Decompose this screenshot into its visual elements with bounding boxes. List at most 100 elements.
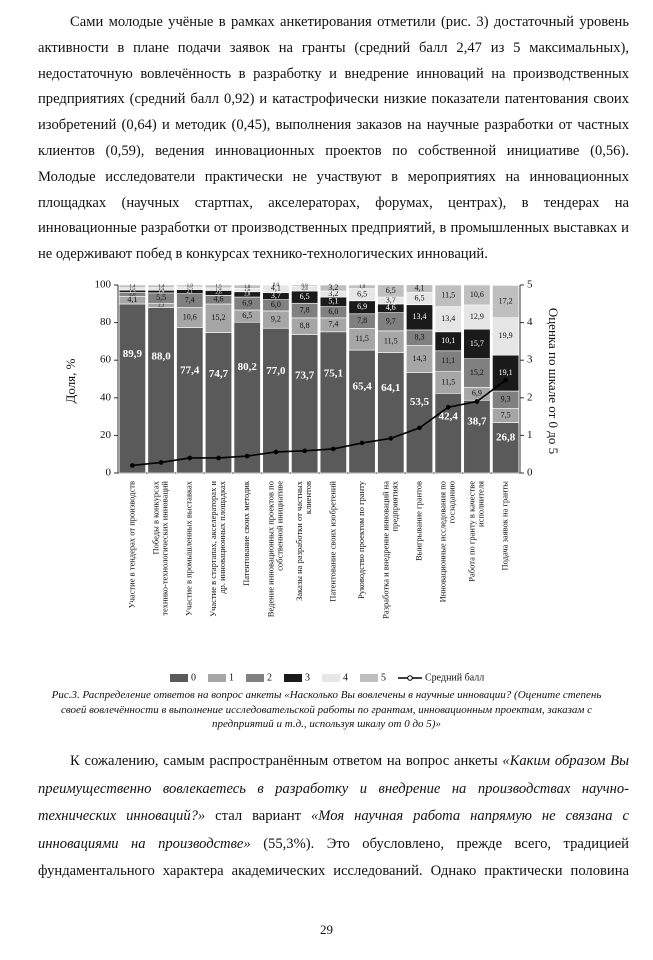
data-label: 7,8 (357, 316, 367, 325)
line-marker (474, 399, 480, 404)
data-label: 2,6 (215, 291, 222, 296)
data-label: 4,1 (271, 284, 281, 293)
line-marker (273, 449, 279, 455)
data-label: 14,3 (413, 354, 427, 363)
y2-tick-label: 1 (527, 429, 533, 441)
legend-swatch (284, 674, 302, 682)
y2-tick-label: 3 (527, 354, 533, 366)
data-label: 6,5 (415, 293, 425, 302)
data-label: 1,0 (187, 284, 194, 289)
paragraph: К сожалению, самым распространённым отве… (38, 748, 629, 886)
x-tick-label: Ведение инновационных проектов пособстве… (265, 481, 284, 617)
x-tick-label: Участие в тендерах от производств (126, 481, 136, 608)
x-tick-label: Заказы на разработки от частныхклиентов (294, 480, 313, 601)
data-label: 0,0 (273, 283, 280, 288)
line-marker (244, 453, 250, 459)
bar-segment (463, 284, 491, 306)
x-tick-label: Патентование своих методик (241, 480, 251, 586)
data-label: 65,4 (352, 380, 372, 392)
legend-swatch (360, 674, 378, 682)
text-run: К сожалению, самым распространённым отве… (70, 753, 503, 769)
y-tick-label: 100 (95, 279, 112, 291)
data-label: 4,6 (386, 303, 396, 312)
bar-segment (118, 284, 146, 288)
legend-label: 2 (267, 672, 272, 683)
data-label: 1,3 (129, 287, 136, 292)
y2-tick-label: 4 (527, 316, 533, 328)
chart: Доля, % Оценка по шкале от 0 до 5 020406… (63, 279, 561, 684)
legend-label: 5 (381, 672, 386, 683)
data-label: 3,2 (328, 289, 338, 298)
bar-segment (204, 284, 233, 289)
legend-label: 1 (229, 672, 234, 683)
data-label: 13,4 (413, 312, 427, 321)
data-label: 1,5 (187, 286, 194, 291)
data-label: 1,4 (215, 287, 222, 292)
bar-segment (405, 345, 434, 373)
data-label: 12,9 (470, 312, 484, 321)
data-label: 9,3 (501, 395, 511, 404)
data-label: 7,4 (328, 320, 338, 329)
data-label: 17,2 (499, 296, 513, 305)
data-label: 6,9 (472, 389, 482, 398)
data-label: 11,1 (441, 356, 455, 365)
line-marker (359, 440, 365, 446)
data-label: 6,5 (300, 292, 310, 301)
data-label: 1,4 (158, 284, 165, 289)
line-marker (503, 377, 508, 383)
line-marker (388, 436, 394, 441)
data-label: 42,4 (439, 411, 459, 423)
x-tick-label: Разработка и внедрение инноваций напредп… (380, 480, 399, 619)
bar-segment (233, 321, 261, 474)
bar-segment (204, 303, 233, 333)
data-label: 0,8 (302, 284, 309, 289)
bar-segment (319, 284, 347, 292)
bar-segment (147, 284, 175, 288)
legend-swatch (246, 674, 264, 682)
data-label: 6,9 (242, 298, 252, 307)
bar-segment (262, 284, 290, 294)
legend-swatch (407, 675, 413, 681)
line-marker (331, 446, 336, 452)
data-label: 19,9 (499, 331, 513, 340)
line-marker (445, 404, 451, 410)
legend-label: 3 (305, 672, 310, 683)
bar-segment (405, 304, 434, 331)
data-label: 6,0 (271, 300, 281, 309)
data-label: 6,9 (357, 302, 367, 311)
bar-segment (176, 284, 204, 288)
data-label: 89,9 (123, 348, 143, 360)
data-label: 6,5 (386, 286, 396, 295)
bar-segment (434, 284, 462, 307)
data-label: 15,2 (470, 368, 484, 377)
data-label: 64,1 (381, 382, 400, 394)
data-label: 8,8 (300, 321, 310, 330)
data-label: 77,0 (266, 365, 286, 377)
x-tick-label: Участие в стартапах, акселераторах идр. … (208, 480, 227, 617)
data-label: 10,1 (441, 336, 455, 345)
data-label: 3,7 (271, 291, 281, 300)
x-tick-label: Инновационные исследования погосзаданию (438, 480, 457, 602)
legend-swatch (208, 674, 226, 682)
data-label: 11,5 (384, 337, 398, 346)
data-label: 7,4 (185, 295, 195, 304)
data-label: 88,0 (151, 351, 171, 363)
data-label: 4,1 (415, 283, 425, 292)
x-tick-label: Руководство проектом по гранту (356, 480, 366, 599)
text-run: «Каким образом Вы преимущественно вовлек… (38, 753, 629, 825)
bar-segment (463, 304, 491, 330)
text-run: стал вариант (205, 808, 311, 825)
data-label: 9,7 (386, 317, 396, 326)
data-label: 6,0 (328, 307, 338, 316)
data-label: 1,4 (158, 287, 165, 292)
data-label: 1,4 (158, 290, 165, 295)
data-label: 74,7 (209, 368, 229, 380)
data-label: 2,0 (129, 293, 136, 298)
line-marker (302, 448, 307, 454)
data-label: 4,6 (214, 294, 224, 303)
page-number: 29 (320, 922, 333, 937)
data-label: 15,2 (212, 313, 226, 322)
data-label: 73,7 (295, 370, 315, 382)
text-run: «Моя научная работа напрямую не связана … (38, 808, 629, 852)
data-label: 3,2 (328, 283, 338, 292)
